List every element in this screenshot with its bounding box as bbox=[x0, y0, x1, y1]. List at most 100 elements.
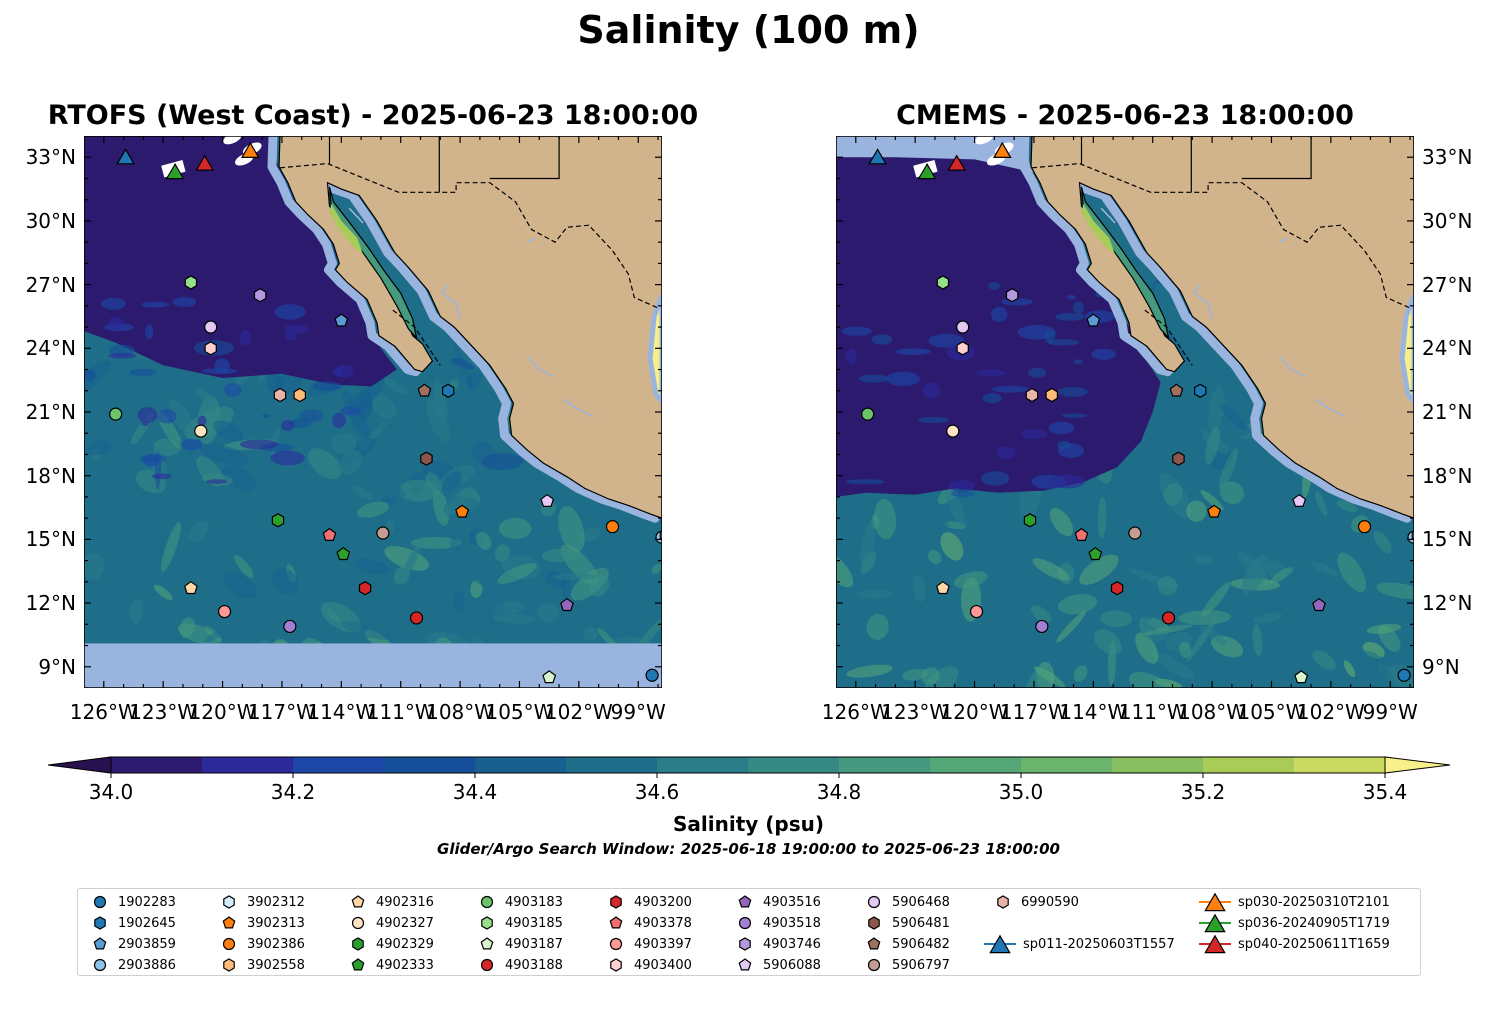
lat-tick-label: 24°N bbox=[25, 336, 76, 361]
legend-item: 2903886 bbox=[88, 955, 176, 975]
legend-label: sp030-20250310T2101 bbox=[1238, 894, 1390, 910]
colorbar-segment bbox=[566, 757, 658, 773]
marker-sp030-20250310T2101 bbox=[240, 141, 260, 158]
marker-4903183 bbox=[861, 407, 875, 421]
legend-marker-4902333 bbox=[351, 958, 365, 971]
legend-label: 5906468 bbox=[892, 894, 950, 910]
marker-4903185 bbox=[936, 275, 950, 290]
marker-4903516 bbox=[560, 597, 574, 612]
river bbox=[441, 284, 461, 319]
legend-item: 4902316 bbox=[346, 892, 434, 912]
lon-tick-label: 123°W bbox=[881, 700, 950, 724]
marker-sp030-20250310T2101 bbox=[992, 141, 1012, 158]
land-mexico bbox=[1030, 136, 1414, 519]
map-title-cmems: CMEMS - 2025-06-23 18:00:00 bbox=[896, 100, 1354, 131]
legend-marker-4903185 bbox=[481, 916, 493, 930]
legend-marker-4903378 bbox=[609, 916, 623, 929]
legend-marker-1902645 bbox=[94, 916, 106, 930]
colorbar-tick-label: 34.4 bbox=[453, 780, 498, 804]
marker-4903200 bbox=[358, 581, 372, 596]
legend-item: 4903378 bbox=[604, 913, 692, 933]
marker-5906088 bbox=[1292, 493, 1307, 507]
legend-item: 5906797 bbox=[862, 955, 950, 975]
marker-3902558 bbox=[1045, 387, 1058, 403]
legend-marker-3902312 bbox=[223, 895, 235, 909]
lon-tick-label: 108°W bbox=[426, 700, 495, 724]
marker-3902313 bbox=[1207, 504, 1222, 518]
legend-item: 6990590 bbox=[991, 892, 1079, 912]
legend-label: 3902558 bbox=[247, 957, 305, 973]
marker-6990590 bbox=[1025, 387, 1039, 403]
legend-item: 5906468 bbox=[862, 892, 950, 912]
legend-marker-4902329 bbox=[352, 937, 364, 951]
marker-5906482 bbox=[417, 383, 432, 397]
figure-title: Salinity (100 m) bbox=[577, 8, 920, 52]
legend-marker-5906088 bbox=[738, 958, 752, 971]
marker-4903188 bbox=[409, 611, 424, 625]
search-window-text: Glider/Argo Search Window: 2025-06-18 19… bbox=[437, 840, 1060, 858]
legend-item: 4903516 bbox=[733, 892, 821, 912]
marker-5906482 bbox=[1169, 383, 1184, 397]
colorbar-segment bbox=[748, 757, 840, 773]
marker-4903200 bbox=[1110, 581, 1124, 596]
lat-tick-label: 21°N bbox=[1422, 400, 1473, 424]
lon-tick-label: 120°W bbox=[188, 700, 257, 724]
colorbar-segment bbox=[202, 757, 294, 773]
marker-1902645 bbox=[1194, 383, 1207, 398]
legend-marker-4903188 bbox=[480, 958, 494, 972]
lat-tick-label: 15°N bbox=[1422, 527, 1473, 552]
legend-label: 5906797 bbox=[892, 957, 950, 973]
marker-sp040-20250611T1659 bbox=[195, 154, 215, 171]
marker-4902329 bbox=[1023, 513, 1037, 528]
no-data-band bbox=[84, 643, 662, 688]
marker-4903400 bbox=[956, 341, 969, 356]
low-salinity-region bbox=[84, 136, 397, 387]
river bbox=[562, 398, 594, 417]
marker-sp011-20250603T1557 bbox=[116, 148, 135, 165]
legend-label: 2903859 bbox=[118, 936, 176, 952]
legend-item: 3902313 bbox=[217, 913, 305, 933]
lat-tick-label: 18°N bbox=[1422, 463, 1473, 488]
cmems-map[interactable] bbox=[836, 136, 1414, 688]
marker-sp036-20240905T1719 bbox=[917, 163, 937, 180]
lon-tick-label: 99°W bbox=[1362, 700, 1418, 724]
legend-item: 4902329 bbox=[346, 934, 434, 954]
legend-marker-4903397 bbox=[609, 937, 623, 951]
river bbox=[1314, 398, 1346, 417]
colorbar-under-arrow bbox=[47, 756, 112, 774]
lon-tick-label: 117°W bbox=[247, 700, 316, 724]
marker-4902316 bbox=[935, 580, 950, 595]
legend-marker-5906481 bbox=[868, 916, 880, 930]
marker-4902327 bbox=[946, 424, 960, 438]
marker-4902316 bbox=[183, 580, 198, 595]
legend-marker-5906482 bbox=[867, 937, 881, 950]
marker-3902386 bbox=[1357, 520, 1372, 534]
lon-tick-label: 120°W bbox=[940, 700, 1009, 724]
lat-tick-label: 15°N bbox=[25, 527, 76, 552]
rtofs-map[interactable] bbox=[84, 136, 662, 688]
salinity-colorbar: 34.0 34.2 34.4 34.6 34.8 35.0 35.2 35.4 bbox=[47, 756, 1451, 804]
marker-sp040-20250611T1659 bbox=[947, 154, 967, 171]
river bbox=[348, 207, 364, 224]
lon-tick-label: 99°W bbox=[610, 700, 666, 724]
colorbar-segment bbox=[111, 757, 203, 773]
lat-tick-label: 33°N bbox=[1422, 145, 1473, 170]
legend-item: 4903183 bbox=[475, 892, 563, 912]
lon-tick-label: 123°W bbox=[129, 700, 198, 724]
river bbox=[527, 237, 536, 243]
legend-item: 4903518 bbox=[733, 913, 821, 933]
legend-label: 3902313 bbox=[247, 915, 305, 931]
marker-3902313 bbox=[455, 504, 470, 518]
legend-label: 4903516 bbox=[763, 894, 821, 910]
legend-label: 4903185 bbox=[505, 915, 563, 931]
marker-5906088 bbox=[540, 493, 555, 507]
lon-tick-label: 102°W bbox=[544, 700, 613, 724]
legend-item: 4903746 bbox=[733, 934, 821, 954]
marker-5906797 bbox=[376, 526, 390, 540]
lat-tick-label: 27°N bbox=[25, 272, 76, 297]
legend-marker-3902558 bbox=[223, 958, 235, 972]
legend-item: 5906481 bbox=[862, 913, 950, 933]
lon-tick-label: 126°W bbox=[821, 700, 890, 724]
legend-marker-3902313 bbox=[222, 916, 236, 929]
lon-tick-label: 114°W bbox=[1059, 700, 1128, 724]
